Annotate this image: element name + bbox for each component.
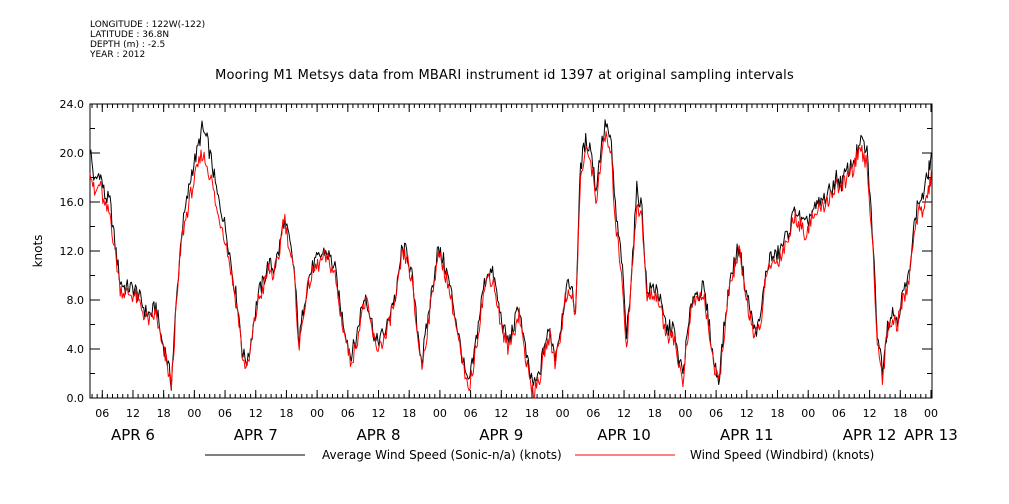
x-tick-label: 18 — [771, 407, 785, 420]
x-tick-label: 12 — [740, 407, 754, 420]
chart-title: Mooring M1 Metsys data from MBARI instru… — [215, 68, 794, 83]
legend-label-2: Wind Speed (Windbird) (knots) — [690, 448, 874, 462]
day-label: APR 7 — [234, 426, 278, 444]
x-tick-label: 18 — [648, 407, 662, 420]
x-tick-label: 06 — [464, 407, 478, 420]
day-label: APR 11 — [720, 426, 774, 444]
x-tick-label: 00 — [924, 407, 938, 420]
longitude-text: LONGITUDE : 122W(-122) — [90, 20, 206, 30]
x-tick-label: 06 — [832, 407, 846, 420]
x-tick-label: 18 — [525, 407, 539, 420]
x-tick-label: 18 — [893, 407, 907, 420]
x-tick-label: 00 — [556, 407, 570, 420]
series-line-1 — [89, 119, 932, 391]
legend-label-1: Average Wind Speed (Sonic-n/a) (knots) — [322, 448, 562, 462]
x-tick-label: 06 — [341, 407, 355, 420]
plot-frame — [89, 103, 933, 399]
x-tick-label: 18 — [279, 407, 293, 420]
day-label: APR 13 — [904, 426, 958, 444]
day-label: APR 12 — [843, 426, 897, 444]
year-text: YEAR : 2012 — [90, 50, 146, 60]
x-tick-label: 00 — [433, 407, 447, 420]
x-tick-label: 00 — [310, 407, 324, 420]
y-tick-label: 12.0 — [60, 245, 85, 258]
depth-text: DEPTH (m) : -2.5 — [90, 40, 166, 50]
x-tick-label: 00 — [187, 407, 201, 420]
x-tick-label: 12 — [249, 407, 263, 420]
metadata-block: LONGITUDE : 122W(-122) LATITUDE : 36.8N … — [90, 20, 205, 60]
y-axis-label: knots — [31, 235, 45, 268]
day-label: APR 10 — [597, 426, 651, 444]
day-label: APR 6 — [111, 426, 155, 444]
latitude-text: LATITUDE : 36.8N — [90, 30, 170, 40]
y-tick-label: 0.0 — [67, 392, 85, 405]
x-tick-label: 12 — [494, 407, 508, 420]
x-tick-label: 12 — [372, 407, 386, 420]
x-tick-label: 12 — [863, 407, 877, 420]
day-label: APR 9 — [479, 426, 523, 444]
x-tick-label: 06 — [709, 407, 723, 420]
x-tick-label: 12 — [617, 407, 631, 420]
y-tick-label: 8.0 — [67, 294, 85, 307]
x-tick-label: 06 — [586, 407, 600, 420]
y-tick-label: 20.0 — [60, 147, 85, 160]
x-tick-label: 00 — [801, 407, 815, 420]
day-label: APR 8 — [356, 426, 400, 444]
x-tick-label: 06 — [218, 407, 232, 420]
series-line-2 — [89, 130, 933, 399]
y-tick-label: 24.0 — [60, 98, 85, 111]
y-tick-label: 4.0 — [67, 343, 85, 356]
x-tick-label: 18 — [402, 407, 416, 420]
x-tick-label: 06 — [95, 407, 109, 420]
x-tick-label: 12 — [126, 407, 140, 420]
y-tick-label: 16.0 — [60, 196, 85, 209]
x-tick-label: 00 — [678, 407, 692, 420]
x-tick-label: 18 — [157, 407, 171, 420]
